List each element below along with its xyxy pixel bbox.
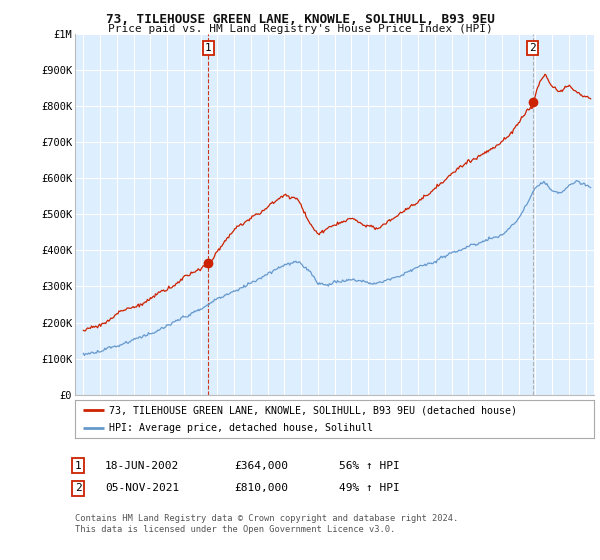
Text: 73, TILEHOUSE GREEN LANE, KNOWLE, SOLIHULL, B93 9EU (detached house): 73, TILEHOUSE GREEN LANE, KNOWLE, SOLIHU… bbox=[109, 405, 517, 415]
Text: 18-JUN-2002: 18-JUN-2002 bbox=[105, 461, 179, 471]
Text: 2: 2 bbox=[74, 483, 82, 493]
Text: 56% ↑ HPI: 56% ↑ HPI bbox=[339, 461, 400, 471]
Text: 2: 2 bbox=[529, 43, 536, 53]
Text: 1: 1 bbox=[205, 43, 212, 53]
Text: £364,000: £364,000 bbox=[234, 461, 288, 471]
Text: £810,000: £810,000 bbox=[234, 483, 288, 493]
Text: 73, TILEHOUSE GREEN LANE, KNOWLE, SOLIHULL, B93 9EU: 73, TILEHOUSE GREEN LANE, KNOWLE, SOLIHU… bbox=[106, 13, 494, 26]
Text: Contains HM Land Registry data © Crown copyright and database right 2024.: Contains HM Land Registry data © Crown c… bbox=[75, 514, 458, 522]
Text: 05-NOV-2021: 05-NOV-2021 bbox=[105, 483, 179, 493]
Text: 49% ↑ HPI: 49% ↑ HPI bbox=[339, 483, 400, 493]
Text: HPI: Average price, detached house, Solihull: HPI: Average price, detached house, Soli… bbox=[109, 423, 373, 433]
Text: 1: 1 bbox=[74, 461, 82, 471]
Text: This data is licensed under the Open Government Licence v3.0.: This data is licensed under the Open Gov… bbox=[75, 525, 395, 534]
Text: Price paid vs. HM Land Registry's House Price Index (HPI): Price paid vs. HM Land Registry's House … bbox=[107, 24, 493, 34]
